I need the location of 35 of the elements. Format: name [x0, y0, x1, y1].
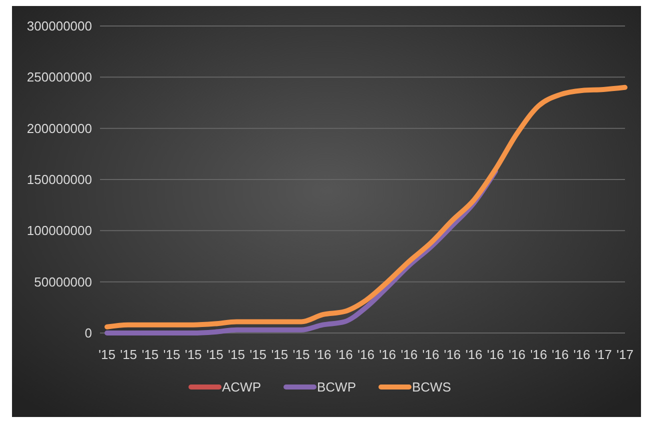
x-tick-label: '16	[422, 347, 440, 362]
x-tick-label: '15	[250, 347, 267, 362]
x-tick-label: '16	[573, 347, 590, 362]
y-tick-label: 300000000	[26, 18, 92, 34]
legend-label: BCWP	[317, 380, 356, 395]
x-tick-label: '16	[508, 347, 526, 362]
legend-label: BCWS	[412, 380, 452, 395]
x-tick-label: '16	[314, 347, 332, 362]
y-tick-label: 0	[84, 326, 92, 341]
x-tick-label: '15	[163, 347, 180, 362]
y-tick-label: 100000000	[26, 223, 92, 238]
x-tick-label: '16	[487, 347, 504, 362]
y-tick-label: 50000000	[34, 274, 92, 290]
x-tick-label: '15	[142, 347, 159, 362]
y-tick-label: 200000000	[26, 120, 92, 136]
x-tick-label: '16	[530, 347, 548, 362]
x-tick-label: '16	[552, 347, 569, 362]
x-tick-label: '15	[206, 347, 224, 362]
x-tick-label: '15	[228, 347, 245, 362]
y-tick-label: 250000000	[26, 70, 92, 85]
x-tick-label: '15	[120, 347, 138, 362]
x-tick-label: '16	[444, 347, 461, 362]
x-tick-label: '17	[594, 347, 612, 362]
y-tick-label: 150000000	[26, 172, 92, 188]
x-tick-label: '15	[271, 347, 288, 362]
x-tick-label: '15	[98, 347, 116, 362]
x-tick-label: '17	[616, 347, 634, 362]
x-tick-label: '16	[358, 347, 374, 362]
x-tick-label: '16	[465, 347, 482, 362]
x-tick-label: '16	[400, 347, 418, 362]
x-tick-label: '15	[184, 347, 202, 362]
legend-label: ACWP	[222, 380, 261, 395]
x-tick-label: '16	[379, 347, 396, 362]
x-tick-label: '16	[336, 347, 353, 362]
x-tick-label: '15	[292, 347, 310, 362]
